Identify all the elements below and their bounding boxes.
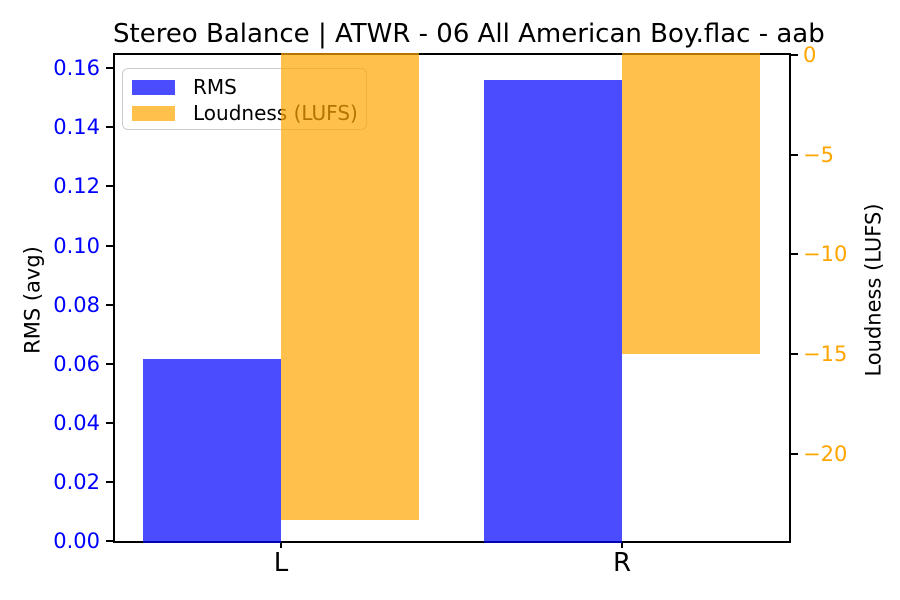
left-tick-mark xyxy=(106,362,113,365)
chart-title: Stereo Balance | ATWR - 06 All American … xyxy=(113,19,825,49)
legend-swatch-loudness xyxy=(132,105,175,121)
legend-label: RMS xyxy=(193,75,237,99)
left-tick-mark xyxy=(106,421,113,424)
left-tick-mark xyxy=(106,540,113,542)
left-tick-label: 0.08 xyxy=(53,292,100,317)
rms-bars-layer xyxy=(115,55,789,543)
right-tick-label: −10 xyxy=(803,242,848,267)
legend-swatch-rms xyxy=(132,79,175,95)
right-tick-mark xyxy=(791,353,798,356)
left-tick-mark xyxy=(106,185,113,188)
bar-loudness-L xyxy=(281,53,419,520)
right-tick-label: −5 xyxy=(803,142,834,167)
left-tick-label: 0.06 xyxy=(53,351,100,376)
x-tick-label: R xyxy=(612,548,632,578)
legend-item: RMS xyxy=(132,74,366,100)
left-tick-label: 0.16 xyxy=(53,56,100,81)
left-tick-label: 0.14 xyxy=(53,115,100,140)
left-tick-mark xyxy=(106,67,113,70)
bar-rms-R xyxy=(484,80,622,543)
left-tick-mark xyxy=(106,126,113,129)
plot-area: RMS Loudness (LUFS) xyxy=(113,53,791,543)
right-tick-label: 0 xyxy=(803,43,817,67)
right-axis-title: Loudness (LUFS) xyxy=(861,203,886,377)
x-tick-mark xyxy=(621,541,623,548)
left-tick-label: 0.04 xyxy=(53,410,100,435)
right-tick-mark xyxy=(791,452,798,455)
left-tick-mark xyxy=(106,303,113,306)
bar-loudness-R xyxy=(622,53,760,355)
x-tick-mark xyxy=(280,541,282,548)
right-tick-label: −15 xyxy=(803,342,848,367)
loudness-bars-layer xyxy=(115,53,789,541)
x-tick-label: L xyxy=(273,548,289,578)
left-tick-mark xyxy=(106,480,113,483)
right-tick-label: −20 xyxy=(803,441,848,466)
right-tick-mark xyxy=(791,153,798,156)
left-tick-label: 0.12 xyxy=(53,174,100,199)
left-tick-label: 0.00 xyxy=(53,529,100,553)
left-tick-mark xyxy=(106,244,113,247)
right-tick-mark xyxy=(791,54,798,56)
left-tick-label: 0.02 xyxy=(53,469,100,494)
bar-rms-L xyxy=(143,359,281,543)
right-tick-mark xyxy=(791,253,798,256)
left-tick-label: 0.10 xyxy=(53,233,100,258)
